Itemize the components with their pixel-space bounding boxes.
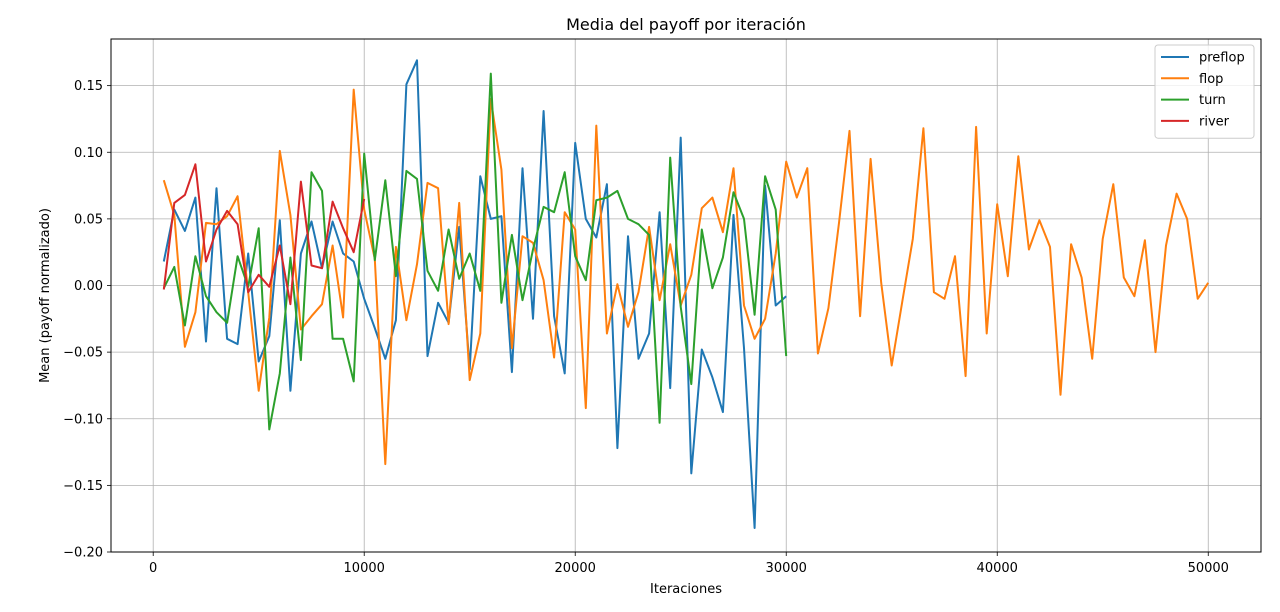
y-tick-label: −0.15 (63, 479, 103, 494)
series-line-flop (162, 88, 1210, 466)
y-axis-ticks: −0.20 −0.15 −0.10 −0.05 0.00 0.05 0.10 0.15 (63, 79, 111, 561)
series-line-river (162, 163, 366, 306)
y-tick-label: 0.00 (74, 279, 103, 294)
legend-label-turn: turn (1199, 93, 1226, 108)
y-axis-label: Mean (payoff normalizado) (38, 208, 53, 383)
y-tick-label: −0.20 (63, 546, 103, 561)
x-axis-ticks: 0 10000 20000 30000 40000 50000 (149, 552, 1229, 576)
x-tick-label: 10000 (344, 561, 385, 576)
y-tick-label: −0.05 (63, 346, 103, 361)
x-tick-label: 40000 (977, 561, 1018, 576)
x-tick-label: 0 (149, 561, 157, 576)
series-line-turn (162, 72, 788, 431)
x-axis-label: Iteraciones (650, 582, 722, 597)
x-tick-label: 50000 (1188, 561, 1229, 576)
x-tick-label: 30000 (766, 561, 807, 576)
chart-title: Media del payoff por iteración (566, 15, 806, 34)
y-tick-label: −0.10 (63, 412, 103, 427)
legend: preflop flop turn river (1154, 44, 1255, 139)
y-tick-label: 0.10 (74, 146, 103, 161)
legend-box (1154, 44, 1255, 139)
y-tick-label: 0.05 (74, 212, 103, 227)
legend-label-river: river (1199, 114, 1230, 129)
y-tick-label: 0.15 (74, 79, 103, 94)
plot-lines (162, 59, 1210, 529)
x-tick-label: 20000 (555, 561, 596, 576)
legend-label-flop: flop (1199, 72, 1223, 87)
plot-frame (110, 38, 1262, 553)
legend-label-preflop: preflop (1199, 51, 1245, 66)
